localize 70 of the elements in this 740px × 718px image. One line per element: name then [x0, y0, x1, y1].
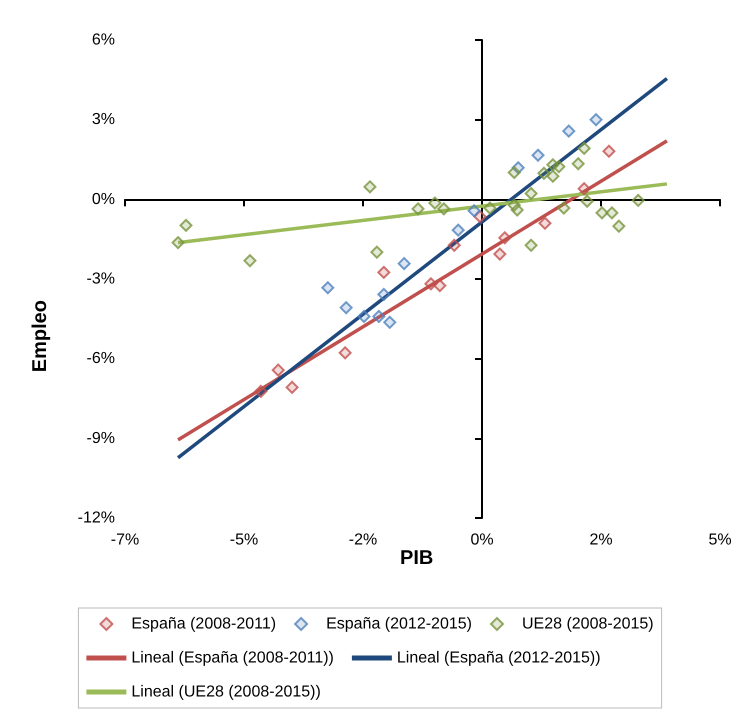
point — [452, 224, 465, 237]
point — [578, 182, 591, 196]
x-tick-label: -7% — [110, 532, 140, 548]
point — [578, 142, 591, 155]
point — [370, 246, 384, 259]
point — [498, 231, 512, 244]
legend-label: España (2008-2011) — [131, 616, 276, 632]
point — [448, 238, 461, 252]
point — [321, 281, 334, 294]
point — [532, 148, 545, 162]
point — [483, 202, 496, 215]
point — [340, 301, 353, 314]
point — [412, 202, 425, 216]
y-tick-label: -6% — [86, 350, 115, 368]
point — [398, 257, 411, 270]
point — [612, 220, 626, 233]
x-tick-label: 0% — [470, 532, 494, 548]
point — [424, 277, 438, 290]
point — [377, 288, 390, 301]
point — [493, 248, 506, 261]
legend-label: Lineal (UE28 (2008-2015)) — [131, 684, 321, 700]
point — [537, 166, 550, 180]
y-tick-label: 3% — [92, 111, 115, 128]
x-tick-label: 2% — [589, 532, 613, 548]
x-tick-label: -2% — [348, 532, 378, 548]
point — [357, 310, 370, 323]
point — [428, 196, 442, 210]
point — [602, 144, 616, 158]
legend-label: Lineal (España (2012-2015)) — [396, 650, 601, 666]
point — [595, 206, 608, 220]
point — [552, 160, 566, 174]
point — [524, 186, 538, 200]
point — [243, 254, 256, 268]
y-tick-label: 6% — [92, 32, 115, 48]
legend-label: UE28 (2008-2015) — [522, 616, 654, 632]
point — [179, 218, 192, 232]
point — [172, 236, 185, 250]
point — [272, 364, 285, 377]
point — [546, 170, 560, 183]
y-tick-label: -3% — [86, 270, 115, 288]
point — [338, 346, 352, 360]
point — [580, 194, 594, 208]
x-axis-title: PIB — [400, 547, 434, 569]
point — [433, 279, 446, 292]
legend-label: Lineal (España (2008-2011)) — [131, 650, 334, 666]
point — [372, 310, 386, 323]
point — [557, 202, 570, 215]
x-tick-label: 5% — [708, 532, 732, 548]
point — [605, 206, 618, 220]
y-axis-title: Empleo — [29, 300, 51, 372]
point — [508, 166, 521, 180]
point — [377, 266, 390, 279]
legend-label: España (2012-2015) — [326, 616, 472, 632]
point — [562, 124, 576, 138]
point — [632, 194, 645, 207]
point — [538, 216, 552, 230]
y-tick-label: -12% — [78, 510, 115, 526]
x-tick-label: -5% — [230, 532, 258, 548]
y-tick-label: -9% — [86, 430, 115, 447]
point — [383, 316, 396, 329]
point — [363, 180, 376, 194]
point — [437, 202, 450, 216]
point — [572, 157, 585, 170]
point — [590, 113, 603, 126]
point — [510, 203, 524, 216]
point — [286, 380, 299, 394]
point — [524, 238, 538, 252]
point — [468, 204, 481, 218]
y-tick-label: 0% — [92, 190, 115, 208]
point — [254, 384, 268, 398]
